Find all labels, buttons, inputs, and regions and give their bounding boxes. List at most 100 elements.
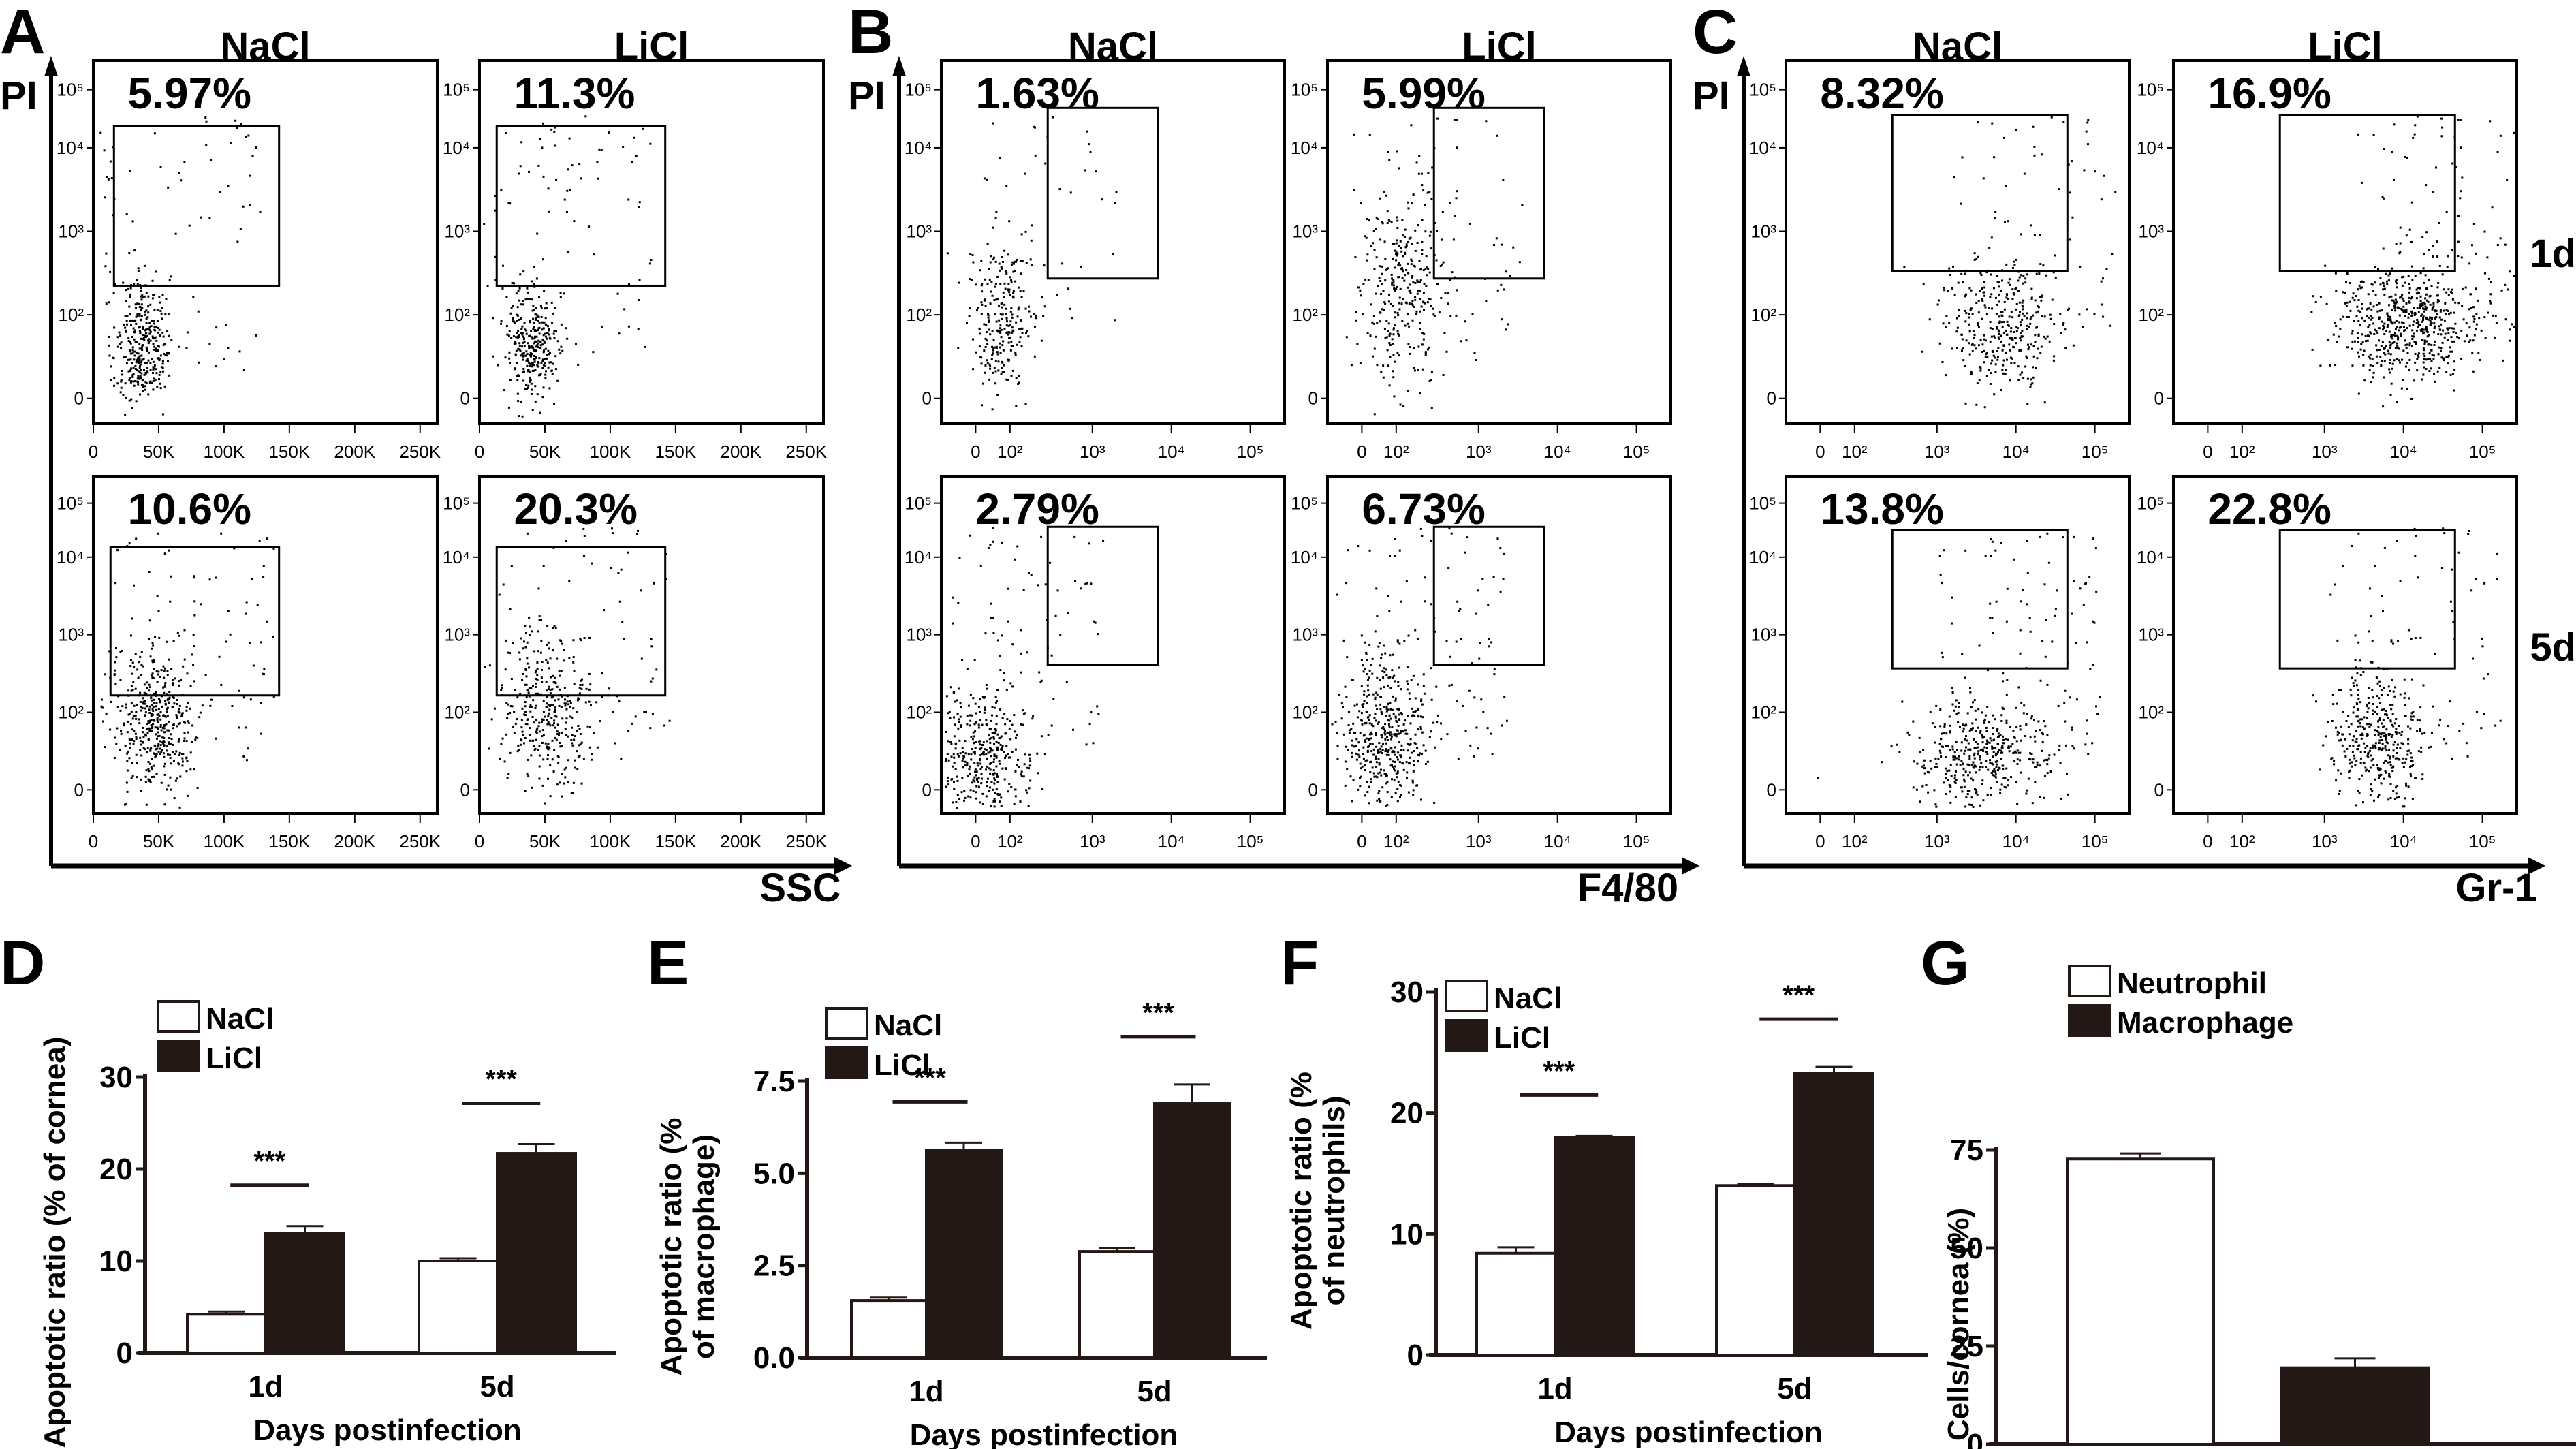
event-dot [1058,188,1061,191]
event-dot [1114,201,1116,204]
event-dot [2346,301,2349,304]
event-dot [533,337,536,340]
event-dot [1975,347,1977,350]
x-tick-label: 150K [655,831,696,852]
event-dot [196,736,199,739]
event-dot [505,639,507,642]
event-dot [134,714,137,717]
event-dot [160,669,163,672]
y-tick-label: 10⁴ [2137,138,2164,158]
event-dot [531,298,533,301]
event-dot [1456,289,1458,292]
event-dot [1392,279,1395,281]
event-dot [509,312,512,315]
event-dot [633,136,635,139]
event-dot [516,332,518,334]
event-dot [1014,353,1017,356]
event-dot [1375,755,1378,758]
event-dot [973,752,976,755]
event-dot [2425,184,2428,187]
event-dot [186,672,189,675]
event-dot [123,356,125,359]
event-dot [2389,371,2391,374]
event-dot [2489,302,2492,305]
event-dot [971,738,974,741]
event-dot [2022,299,2025,302]
event-dot [1996,769,1999,772]
event-dot [1387,753,1390,756]
event-dot [266,537,269,540]
event-dot [141,741,144,744]
event-dot [263,668,266,670]
event-dot [520,354,522,357]
event-dot [983,349,986,352]
event-dot [2387,324,2389,326]
event-dot [145,803,148,806]
event-dot [2383,376,2385,379]
event-dot [986,740,988,743]
event-dot [520,332,522,334]
event-dot [2421,304,2424,307]
x-tick-label: 10³ [1466,441,1492,462]
event-dot [986,343,989,345]
event-dot [1396,776,1398,779]
event-dot [2425,287,2428,290]
event-dot [2451,350,2453,353]
event-dot [138,305,141,308]
event-dot [524,668,527,671]
event-dot [2438,367,2441,369]
event-dot [178,345,180,348]
event-dot [1962,347,1964,350]
event-dot [522,358,524,361]
event-dot [163,755,166,758]
event-dot [2059,313,2062,315]
event-dot [1398,708,1400,711]
event-dot [132,366,135,369]
event-dot [151,320,153,322]
event-dot [2429,324,2432,326]
event-dot [178,722,181,725]
event-dot [1421,253,1424,255]
event-dot [638,279,641,281]
event-dot [1404,732,1407,735]
event-dot [530,336,533,339]
event-dot [977,785,980,788]
event-dot [552,704,555,706]
event-dot [1407,313,1409,315]
event-dot [1000,805,1003,807]
event-dot [1983,406,1986,409]
event-dot [1415,313,1417,315]
event-dot [1401,268,1404,271]
event-dot [1975,741,1977,743]
event-dot [534,707,537,710]
event-dot [1951,745,1954,748]
event-dot [992,226,994,229]
event-dot [163,741,166,743]
event-dot [1020,652,1022,655]
event-dot [1363,690,1366,693]
event-dot [627,198,630,201]
event-dot [2398,252,2401,255]
event-dot [119,709,122,712]
event-dot [2400,334,2402,337]
event-dot [2370,315,2372,317]
event-dot [992,349,994,352]
event-dot [2357,355,2360,358]
event-dot [2030,287,2033,290]
event-dot [526,532,529,535]
event-dot [1397,724,1400,727]
event-dot [2371,316,2374,319]
event-dot [149,781,152,783]
event-dot [962,799,965,802]
event-dot [973,780,976,783]
event-dot [522,647,524,650]
event-dot [153,309,156,311]
event-dot [529,634,531,636]
event-dot [2447,362,2449,365]
event-dot [1983,349,1985,352]
event-dot [2092,664,2094,666]
event-dot [558,348,561,351]
event-dot [2463,340,2466,343]
